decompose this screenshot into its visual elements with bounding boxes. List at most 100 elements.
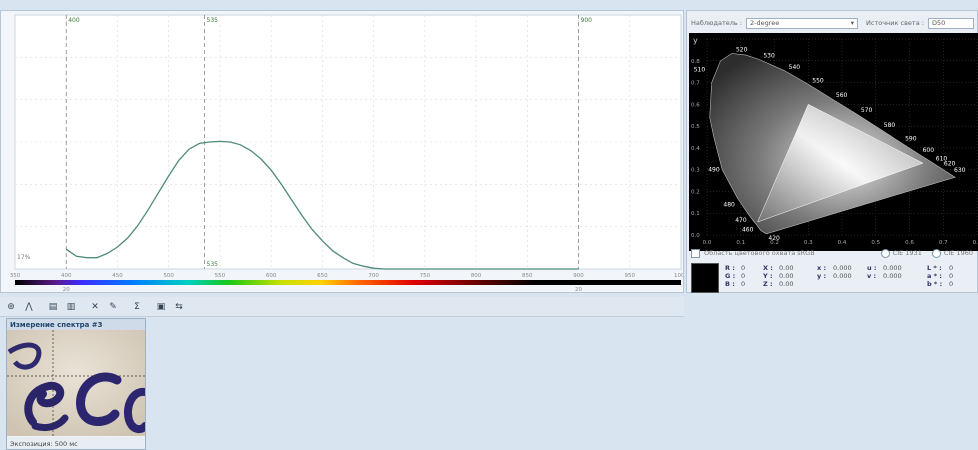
- marker-label-mid-bottom: 535: [207, 261, 219, 268]
- chromaticity-panel: Наблюдатель : 2-degree ▾ Источник света …: [686, 10, 978, 293]
- layer2-icon: ▥: [66, 301, 76, 312]
- sample-image: [7, 330, 145, 436]
- wavelength-label: 530: [763, 52, 775, 59]
- a-value: 0: [949, 272, 954, 280]
- spectrum-icon: ⋀: [25, 301, 33, 312]
- light-source-value: D50: [931, 19, 946, 27]
- y-tick-label: 0.4: [691, 146, 700, 152]
- z-value: 0.00: [779, 280, 794, 288]
- close-icon: ✕: [91, 301, 99, 312]
- x-tick-label: 900: [573, 273, 584, 279]
- wavelength-label: 480: [723, 202, 735, 209]
- lab-values: L * :0 a * :0 b * :0: [927, 264, 954, 288]
- wavelength-label: 570: [861, 107, 873, 114]
- light-source-label: Источник света :: [866, 19, 924, 27]
- v-value: 0.000: [883, 272, 902, 280]
- wavelength-label: 420: [768, 235, 780, 242]
- layer2-button[interactable]: ▥: [64, 300, 78, 314]
- b-value: 0: [741, 280, 746, 288]
- y-value: 0.00: [779, 272, 794, 280]
- x-tick-label: 750: [420, 273, 431, 279]
- spectrum-chart[interactable]: 400 535 900 535 17% 350 400 450 500 550 600 650 700 7…: [0, 10, 684, 293]
- export-button[interactable]: ⇆: [172, 300, 186, 314]
- wavelength-label: 460: [742, 226, 754, 233]
- rgb-values: R :0 G :0 B :0: [725, 264, 746, 288]
- small-x-value: 0.000: [833, 264, 852, 272]
- gamut-checkbox[interactable]: [691, 248, 700, 258]
- wavelength-label: 610: [936, 155, 948, 162]
- wavelength-label: 490: [708, 167, 720, 174]
- chevron-down-icon: ▾: [850, 19, 855, 27]
- radio-cie1960[interactable]: CIE 1960: [931, 248, 973, 258]
- target-button[interactable]: ⊛: [4, 300, 18, 314]
- srgb-gamut-triangle: [757, 103, 924, 223]
- uv-values: u :0.000 v :0.000: [867, 264, 902, 280]
- save-button[interactable]: ▣: [154, 300, 168, 314]
- y-tick-label: 0.0: [691, 233, 700, 239]
- wavelength-label: 520: [736, 46, 748, 53]
- light-source-select[interactable]: D50: [927, 17, 974, 29]
- x-tick-label: 700: [368, 273, 379, 279]
- wavelength-label: 580: [884, 122, 896, 129]
- wavelength-label: 540: [789, 64, 801, 71]
- spectrum-curve: [65, 140, 579, 270]
- x-tick-label: 0.8: [973, 240, 978, 246]
- radio-cie1931-label: CIE 1931: [892, 249, 922, 257]
- xyz-values: X :0.00 Y :0.00 Z :0.00: [763, 264, 794, 288]
- layer-icon: ▤: [48, 301, 58, 312]
- observer-label: Наблюдатель :: [691, 19, 743, 27]
- x-tick-label: 650: [317, 273, 328, 279]
- color-values: R :0 G :0 B :0 X :0.00 Y :0.00 Z :0.00 x…: [691, 263, 977, 293]
- bottom-label-right: 20: [575, 287, 582, 292]
- pencil-icon: ✎: [109, 301, 117, 312]
- l-value: 0: [949, 264, 954, 272]
- x-tick-label: 400: [61, 273, 72, 279]
- y-tick-label: 0.3: [691, 168, 700, 174]
- pencil-button[interactable]: ✎: [106, 300, 120, 314]
- spectrum-button[interactable]: ⋀: [22, 300, 36, 314]
- wavelength-label: 560: [836, 92, 848, 99]
- small-y-value: 0.000: [833, 272, 852, 280]
- spectrum-color-bar: [15, 280, 681, 285]
- x-tick-label: 0.5: [871, 240, 880, 246]
- y-marker-label: 17%: [17, 254, 31, 261]
- wavelength-label: 590: [905, 136, 917, 143]
- wavelength-label: 550: [812, 77, 824, 84]
- u-value: 0.000: [883, 264, 902, 272]
- exposure-label: Экспозиция:: [10, 440, 53, 448]
- wavelength-label: 620: [944, 160, 956, 167]
- x-tick-label: 0.7: [939, 240, 948, 246]
- observer-value: 2-degree: [750, 19, 780, 27]
- lab-b-value: 0: [949, 280, 954, 288]
- x-tick-label: 500: [163, 273, 174, 279]
- x-tick-label: 0.0: [703, 240, 712, 246]
- x-tick-label: 0.4: [838, 240, 847, 246]
- spectrum-plot: 400 535 900 535 17% 350 400 450 500 550 600 650 700 7…: [10, 14, 683, 292]
- y-tick-label: 0.1: [691, 211, 700, 217]
- y-axis-label: y: [693, 36, 698, 45]
- x-tick-label: 450: [112, 273, 123, 279]
- x-tick-label: 600: [266, 273, 277, 279]
- x-tick-label: 550: [215, 273, 226, 279]
- layer-button[interactable]: ▤: [46, 300, 60, 314]
- radio-cie1960-label: CIE 1960: [943, 249, 973, 257]
- x-value: 0.00: [779, 264, 794, 272]
- x-tick-label: 0.3: [804, 240, 813, 246]
- marker-label-right: 900: [581, 17, 593, 24]
- y-tick-label: 0.8: [691, 59, 700, 65]
- radio-cie1931[interactable]: CIE 1931: [880, 248, 922, 258]
- marker-label-mid: 535: [207, 17, 219, 24]
- x-tick-label: 800: [471, 273, 482, 279]
- x-tick-label: 350: [10, 273, 21, 279]
- wavelength-label: 470: [735, 217, 747, 224]
- export-icon: ⇆: [175, 301, 183, 312]
- bottom-label-left: 20: [63, 287, 70, 292]
- x-tick-label: 850: [522, 273, 533, 279]
- close-button[interactable]: ✕: [88, 300, 102, 314]
- observer-select[interactable]: 2-degree ▾: [746, 17, 859, 29]
- measurement-thumbnail[interactable]: Измерение спектра #3 Экспозиция: 500 мс: [6, 318, 146, 450]
- y-tick-label: 0.7: [691, 81, 700, 87]
- wavelength-label: 600: [923, 147, 935, 154]
- sum-button[interactable]: Σ: [130, 300, 144, 314]
- thumbnail-title: Измерение спектра #3: [7, 319, 145, 330]
